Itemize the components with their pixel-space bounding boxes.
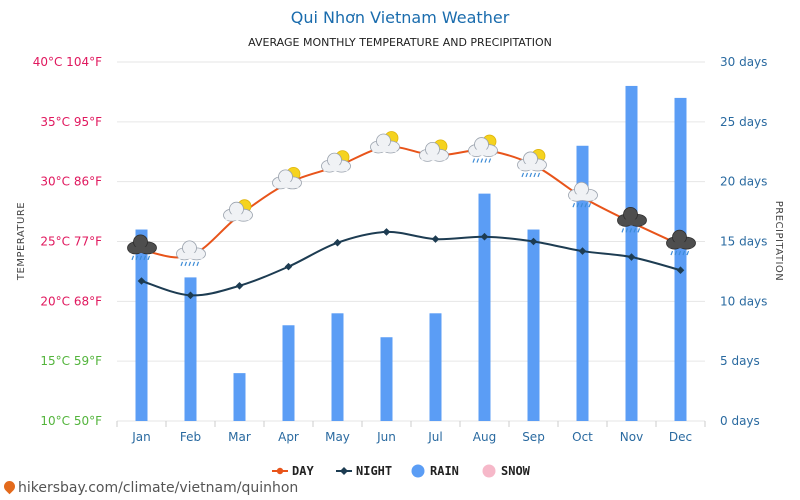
legend-snow[interactable]: SNOW — [482, 464, 531, 478]
rain-cloud-icon — [568, 181, 598, 208]
x-tick-label: Aug — [473, 430, 496, 444]
rain-bar — [282, 325, 295, 421]
legend-rain-swatch — [411, 464, 425, 478]
legend-day-marker — [276, 467, 284, 475]
x-tick-label: Sep — [522, 430, 545, 444]
rain-bar — [331, 313, 344, 421]
legend-rain[interactable]: RAIN — [411, 464, 459, 478]
watermark-text[interactable]: hikersbay.com/climate/vietnam/quinhon — [18, 480, 299, 496]
night-point — [627, 253, 636, 261]
legend-night-marker — [340, 467, 348, 475]
legend-label: NIGHT — [356, 464, 392, 478]
partly-sunny-icon — [321, 150, 351, 173]
partly-sunny-icon — [370, 131, 400, 154]
rain-bar — [184, 277, 197, 421]
x-tick-label: Oct — [572, 430, 593, 444]
x-tick-label: May — [325, 430, 350, 444]
night-series — [137, 228, 685, 300]
y-tick-label: 20°C 68°F — [40, 294, 102, 308]
legend-label: DAY — [292, 464, 314, 478]
y2-tick-label: 0 days — [720, 414, 760, 428]
rain-bar — [233, 373, 246, 421]
night-point — [578, 247, 587, 255]
x-tick-label: Jul — [427, 430, 442, 444]
rain-bar — [429, 313, 442, 421]
y-tick-label: 40°C 104°F — [33, 55, 102, 69]
rain-bars — [135, 85, 687, 422]
legend-snow-swatch — [482, 464, 496, 478]
y-tick-label: 30°C 86°F — [40, 175, 102, 189]
night-point — [480, 232, 489, 241]
partly-sunny-icon — [223, 199, 253, 222]
x-tick-label: Jan — [131, 430, 151, 444]
storm-icon — [127, 234, 157, 261]
night-point — [235, 281, 244, 290]
y2-tick-label: 30 days — [720, 55, 767, 69]
night-line — [141, 230, 681, 297]
legend-night[interactable]: NIGHT — [336, 464, 392, 478]
x-tick-label: Dec — [669, 430, 692, 444]
x-tick-label: Feb — [180, 430, 201, 444]
y2-tick-label: 10 days — [720, 294, 767, 308]
night-point — [529, 237, 538, 246]
y2-tick-label: 15 days — [720, 235, 767, 249]
night-point — [431, 235, 440, 243]
y2-tick-label: 5 days — [720, 354, 760, 368]
location-pin-icon — [1, 478, 18, 494]
legend-label: SNOW — [501, 464, 531, 478]
legend[interactable]: DAY NIGHT RAIN SNOW — [272, 464, 531, 478]
rain-bar — [576, 145, 589, 421]
y-axis-label: TEMPERATURE — [16, 202, 27, 281]
chart-title: Qui Nhơn Vietnam Weather — [291, 8, 510, 27]
sun-rain-icon — [517, 149, 547, 178]
y2-tick-label: 20 days — [720, 175, 767, 189]
y-tick-label: 35°C 95°F — [40, 115, 102, 129]
legend-label: RAIN — [430, 464, 459, 478]
rain-bar — [527, 229, 540, 421]
night-point — [284, 262, 293, 271]
rain-bar — [478, 193, 491, 421]
y2-tick-label: 25 days — [720, 115, 767, 129]
legend-day[interactable]: DAY — [272, 464, 314, 478]
y-tick-label: 15°C 59°F — [40, 354, 102, 368]
night-point — [137, 277, 146, 285]
rain-bar — [380, 337, 393, 421]
chart-subtitle: AVERAGE MONTHLY TEMPERATURE AND PRECIPIT… — [248, 36, 552, 49]
partly-sunny-icon — [272, 166, 302, 190]
right-axis-ticks: 30 days 25 days 20 days 15 days 10 days 5 day… — [720, 55, 767, 428]
y-tick-label: 25°C 77°F — [40, 235, 102, 249]
night-point — [382, 228, 391, 236]
x-tick-label: Jun — [376, 430, 396, 444]
rain-bar — [135, 229, 148, 421]
weather-icons — [127, 131, 696, 267]
rain-cloud-icon — [176, 240, 206, 267]
night-point — [186, 291, 195, 300]
storm-icon — [617, 206, 647, 233]
grid-lines — [117, 61, 705, 422]
y-tick-label: 10°C 50°F — [40, 414, 102, 428]
rain-bar — [674, 97, 687, 422]
x-axis-ticks: Jan Feb Mar Apr May Jun Jul Aug Sep Oct Nov Dec — [116, 421, 706, 444]
storm-icon — [666, 229, 696, 256]
x-tick-label: Nov — [620, 430, 643, 444]
x-tick-label: Mar — [228, 430, 251, 444]
night-point — [676, 266, 685, 275]
night-point — [333, 238, 342, 247]
left-axis-ticks: 40°C 104°F 35°C 95°F 30°C 86°F 25°C 77°F 20°… — [33, 55, 102, 428]
sun-rain-icon — [468, 134, 498, 163]
watermark[interactable]: hikersbay.com/climate/vietnam/quinhon — [1, 478, 299, 496]
y2-axis-label: PRECIPITATION — [773, 201, 784, 282]
x-tick-label: Apr — [278, 430, 299, 444]
partly-sunny-icon — [419, 139, 449, 162]
day-line — [141, 145, 681, 259]
